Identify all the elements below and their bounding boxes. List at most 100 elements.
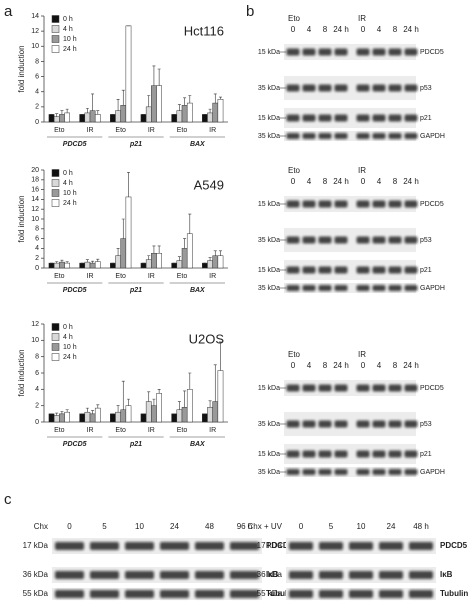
y-tick-label: 12	[31, 28, 39, 35]
time-label: 0	[291, 177, 296, 186]
band	[379, 571, 403, 579]
band	[356, 48, 370, 56]
x-tick-label: IR	[148, 273, 155, 280]
x-tick-label: IR	[87, 127, 94, 134]
bar	[94, 407, 101, 423]
marker-label: 15 kDa	[258, 115, 280, 122]
band	[404, 285, 418, 291]
group-label: PDCD5	[63, 141, 87, 148]
marker-label: 55 kDa	[23, 589, 49, 598]
bar	[186, 102, 193, 123]
legend-label: 24 h	[63, 354, 77, 361]
error-bar	[157, 245, 161, 254]
band	[356, 266, 370, 274]
error-bar	[218, 96, 222, 100]
error-bar	[157, 68, 161, 86]
y-tick-label: 2	[35, 255, 39, 262]
band	[334, 469, 348, 475]
bar	[84, 261, 91, 269]
band	[286, 84, 300, 92]
band	[356, 420, 370, 428]
protein-label: PDCD5	[420, 49, 444, 56]
time-label: 0	[361, 361, 366, 370]
band	[404, 236, 418, 244]
y-tick-label: 0	[35, 265, 39, 272]
error-bar	[96, 404, 100, 409]
band	[286, 133, 300, 139]
band	[302, 236, 316, 244]
bar	[207, 260, 213, 269]
band	[372, 200, 386, 208]
bar	[217, 370, 224, 423]
y-tick-label: 2	[35, 104, 39, 111]
bar	[59, 261, 65, 269]
bar	[186, 389, 193, 423]
legend-swatch	[51, 323, 60, 331]
band	[318, 84, 332, 92]
error-bar	[188, 372, 192, 390]
x-tick-label: Eto	[177, 427, 188, 434]
treatment-label: Chx	[34, 522, 48, 531]
bar	[171, 114, 178, 123]
bar	[53, 116, 60, 123]
legend-swatch	[51, 353, 60, 361]
legend-swatch	[51, 45, 60, 53]
band	[289, 542, 313, 550]
group-label: PDCD5	[63, 287, 87, 294]
y-tick-label: 16	[31, 186, 39, 193]
band	[404, 266, 418, 274]
band	[404, 469, 418, 475]
error-bar	[85, 407, 89, 413]
error-bar	[60, 110, 64, 115]
error-bar	[208, 400, 212, 408]
error-bar	[85, 259, 89, 263]
band	[90, 542, 119, 550]
marker-label: 55 kDa	[257, 589, 283, 598]
band	[319, 542, 343, 550]
error-bar	[188, 213, 192, 234]
marker-label: 15 kDa	[258, 451, 280, 458]
x-tick-label: IR	[148, 127, 155, 134]
bar	[202, 262, 208, 269]
x-tick-label: Eto	[54, 273, 65, 280]
bar	[120, 105, 127, 123]
legend-swatch	[51, 15, 60, 23]
group-label: BAX	[190, 287, 206, 294]
legend-swatch	[51, 343, 60, 351]
protein-label: Tubulin	[266, 589, 294, 598]
legend-label: 0 h	[63, 324, 73, 331]
y-tick-label: 12	[31, 206, 39, 213]
blot-strip	[284, 444, 416, 464]
band	[356, 469, 370, 475]
time-label: 10	[135, 522, 144, 531]
y-tick-label: 20	[31, 167, 39, 174]
bar	[151, 85, 157, 123]
band	[319, 590, 343, 598]
blot-strip	[284, 283, 416, 293]
band	[286, 420, 300, 428]
protein-label: p53	[420, 421, 432, 428]
bar	[89, 262, 96, 269]
y-tick-label: 8	[35, 58, 39, 65]
error-bar	[55, 412, 59, 416]
time-label: 4	[377, 361, 382, 370]
band	[286, 266, 300, 274]
error-bar	[60, 411, 64, 414]
band	[372, 420, 386, 428]
time-label: 24 h	[333, 177, 349, 186]
band	[388, 384, 402, 392]
band	[372, 236, 386, 244]
bar	[176, 260, 183, 269]
band	[334, 266, 348, 274]
y-axis-label: fold induction	[17, 45, 26, 92]
y-tick-label: 6	[35, 73, 39, 80]
time-label: 24 h	[333, 25, 349, 34]
bar	[120, 238, 127, 269]
error-bar	[157, 389, 161, 394]
bar	[84, 411, 91, 423]
band	[404, 48, 418, 56]
time-label: 48	[205, 522, 214, 531]
error-bar	[121, 89, 125, 106]
band	[388, 200, 402, 208]
